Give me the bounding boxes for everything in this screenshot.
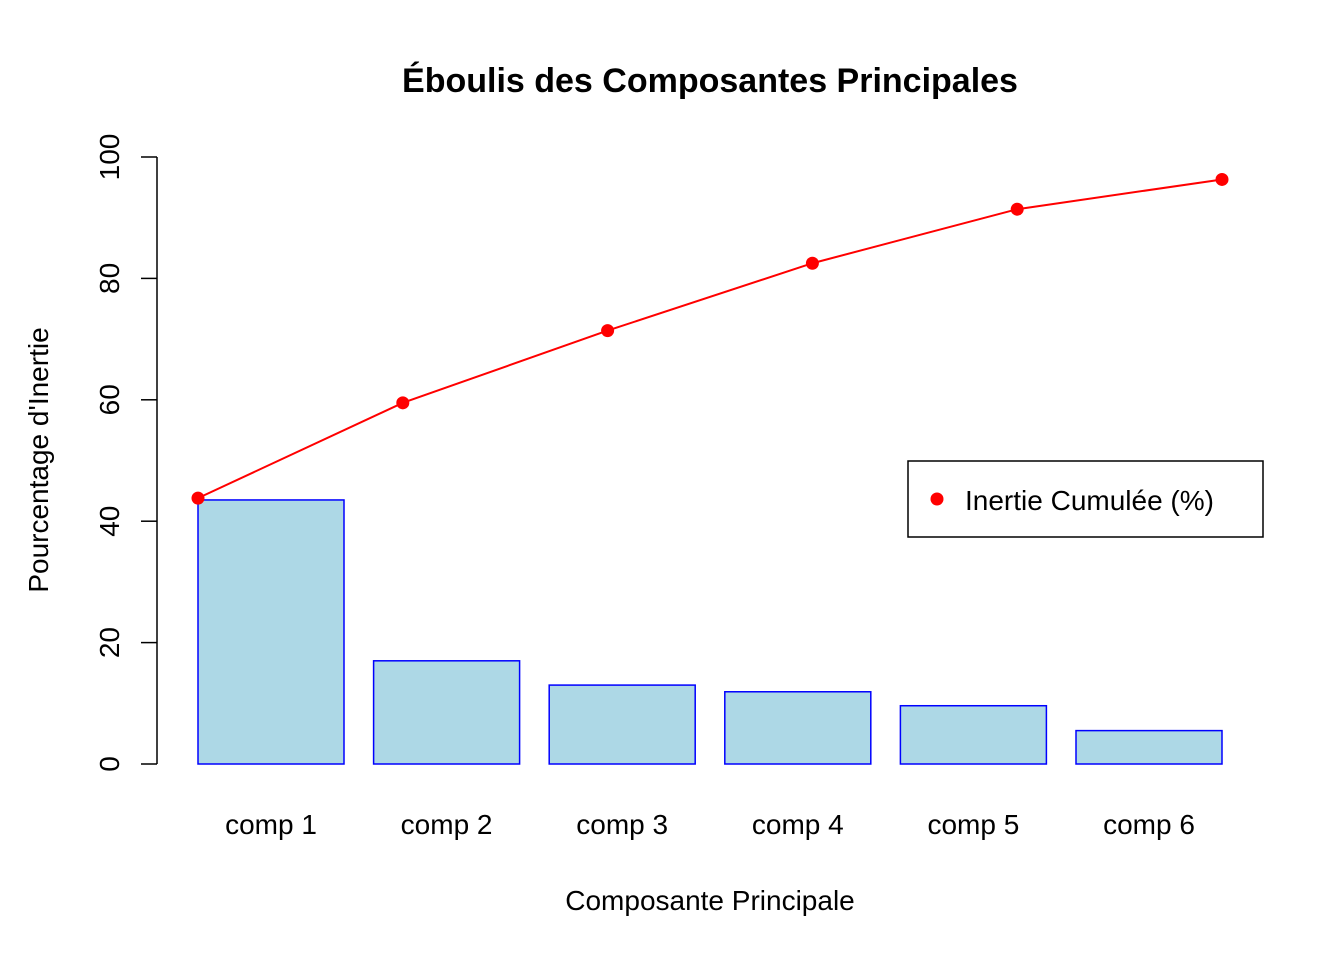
- chart-title: Éboulis des Composantes Principales: [402, 62, 1018, 100]
- bar-series: [197, 499, 1223, 765]
- x-tick-label: comp 4: [752, 809, 844, 840]
- bar: [724, 691, 872, 765]
- x-tick-label: comp 1: [225, 809, 317, 840]
- y-tick-label: 80: [94, 263, 125, 294]
- bar: [372, 660, 521, 765]
- y-tick-label: 0: [94, 756, 125, 772]
- y-tick-label: 100: [94, 134, 125, 181]
- x-tick-label: comp 6: [1103, 809, 1195, 840]
- bar: [899, 704, 1048, 765]
- cumulative-line: [197, 178, 1223, 500]
- x-axis-label: Composante Principale: [565, 885, 855, 916]
- legend-marker: [930, 492, 944, 506]
- cumulative-point: [601, 324, 615, 338]
- x-axis-tick-labels: comp 1 comp 2 comp 3 comp 4 comp 5 comp 6: [225, 809, 1195, 840]
- y-axis-label: Pourcentage d'Inertie: [23, 327, 54, 592]
- bar: [1075, 729, 1223, 765]
- y-tick-label: 60: [94, 384, 125, 415]
- x-tick-label: comp 3: [576, 809, 668, 840]
- cumulative-point: [1010, 202, 1024, 216]
- x-tick-label: comp 5: [927, 809, 1019, 840]
- y-tick-label: 40: [94, 506, 125, 537]
- cumulative-point: [1215, 172, 1229, 186]
- legend-box: [907, 460, 1264, 538]
- legend: Inertie Cumulée (%): [907, 460, 1264, 538]
- x-tick-label: comp 2: [401, 809, 493, 840]
- cumulative-point: [191, 491, 205, 505]
- cumulative-point: [396, 396, 410, 410]
- cumulative-series: [191, 172, 1229, 505]
- y-axis-ticks: 0 20 40 60 80 100: [94, 134, 157, 772]
- bar: [548, 684, 696, 765]
- cumulative-point: [805, 256, 819, 270]
- legend-label: Inertie Cumulée (%): [965, 485, 1214, 516]
- bar: [197, 499, 345, 765]
- y-tick-label: 20: [94, 627, 125, 658]
